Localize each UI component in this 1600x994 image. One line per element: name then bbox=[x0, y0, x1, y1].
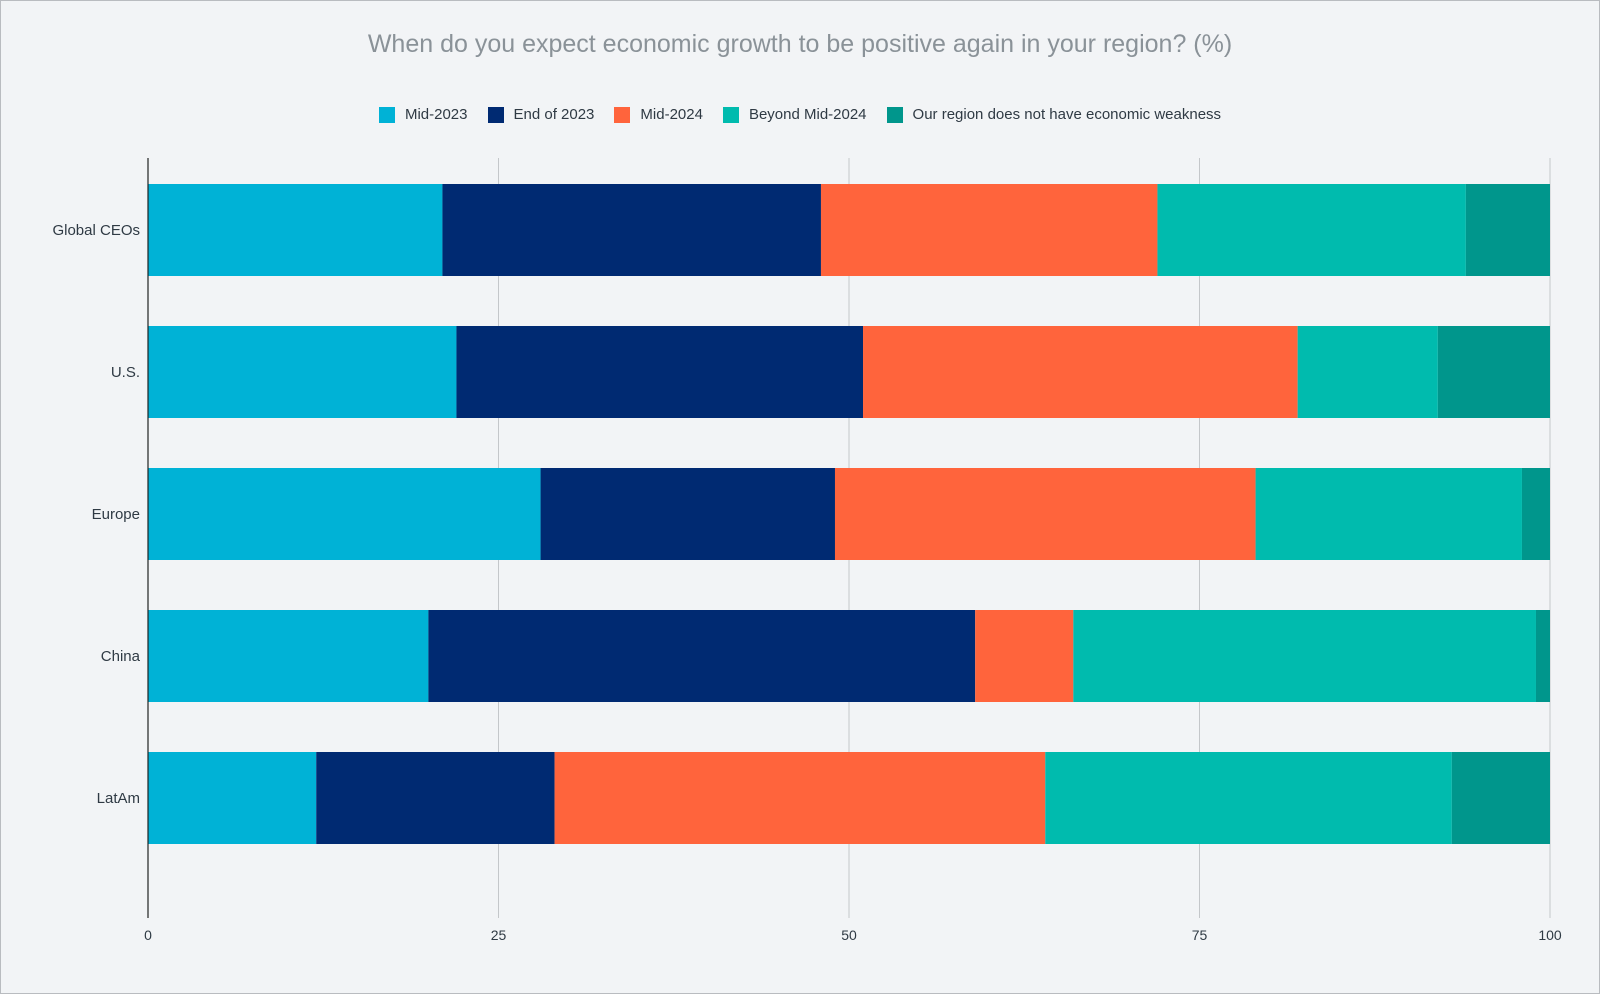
bar-segment-u-s--4[interactable] bbox=[1437, 326, 1550, 418]
bar-segment-europe-3[interactable] bbox=[1255, 468, 1522, 560]
legend-swatch bbox=[614, 106, 631, 123]
bar-segment-latam-1[interactable] bbox=[316, 752, 555, 844]
category-label: U.S. bbox=[111, 364, 140, 381]
bar-segment-global-ceos-1[interactable] bbox=[442, 184, 821, 276]
bar-segment-latam-4[interactable] bbox=[1451, 752, 1550, 844]
x-tick-label: 25 bbox=[491, 927, 507, 943]
legend-swatch bbox=[886, 106, 903, 123]
legend-item-1[interactable]: End of 2023 bbox=[487, 106, 595, 123]
x-tick-label: 100 bbox=[1538, 927, 1562, 943]
legend-swatch bbox=[722, 106, 739, 123]
bar-segment-europe-2[interactable] bbox=[834, 468, 1256, 560]
bar-segment-china-0[interactable] bbox=[148, 610, 429, 702]
legend-item-4[interactable]: Our region does not have economic weakne… bbox=[886, 106, 1222, 123]
x-tick-label: 0 bbox=[144, 927, 152, 943]
legend-swatch bbox=[487, 106, 504, 123]
chart-legend: Mid-2023 End of 2023 Mid-2024 Beyond Mid-20… bbox=[0, 106, 1600, 123]
category-label: Europe bbox=[92, 506, 140, 523]
bar-segment-u-s--1[interactable] bbox=[456, 326, 864, 418]
bar-segment-u-s--2[interactable] bbox=[863, 326, 1298, 418]
bar-segment-china-2[interactable] bbox=[975, 610, 1074, 702]
bar-segment-u-s--0[interactable] bbox=[148, 326, 457, 418]
bar-segment-china-1[interactable] bbox=[428, 610, 976, 702]
bar-segment-u-s--3[interactable] bbox=[1297, 326, 1438, 418]
bar-segment-global-ceos-2[interactable] bbox=[820, 184, 1158, 276]
legend-label: Mid-2024 bbox=[640, 106, 703, 123]
bar-segment-latam-3[interactable] bbox=[1045, 752, 1452, 844]
legend-label: Beyond Mid-2024 bbox=[748, 106, 867, 123]
bar-segment-global-ceos-4[interactable] bbox=[1465, 184, 1550, 276]
legend-label: Our region does not have economic weakne… bbox=[912, 106, 1222, 123]
bar-segment-latam-0[interactable] bbox=[148, 752, 317, 844]
bar-segment-china-4[interactable] bbox=[1535, 610, 1550, 702]
bar-segment-global-ceos-0[interactable] bbox=[148, 184, 443, 276]
legend-item-0[interactable]: Mid-2023 bbox=[378, 106, 468, 123]
legend-label: Mid-2023 bbox=[404, 106, 468, 123]
bar-segment-global-ceos-3[interactable] bbox=[1157, 184, 1466, 276]
x-tick-label: 75 bbox=[1192, 927, 1208, 943]
bar-segment-china-3[interactable] bbox=[1073, 610, 1536, 702]
chart-title: When do you expect economic growth to be… bbox=[367, 30, 1233, 58]
bar-segment-europe-0[interactable] bbox=[148, 468, 541, 560]
bar-segment-europe-4[interactable] bbox=[1521, 468, 1550, 560]
category-label: Global CEOs bbox=[52, 222, 140, 239]
bar-segment-europe-1[interactable] bbox=[540, 468, 835, 560]
bar-segment-latam-2[interactable] bbox=[554, 752, 1046, 844]
legend-item-3[interactable]: Beyond Mid-2024 bbox=[722, 106, 867, 123]
category-label: LatAm bbox=[97, 790, 140, 807]
legend-item-2[interactable]: Mid-2024 bbox=[614, 106, 703, 123]
legend-swatch bbox=[378, 106, 395, 123]
legend-label: End of 2023 bbox=[513, 106, 595, 123]
category-label: China bbox=[101, 648, 141, 665]
x-tick-label: 50 bbox=[841, 927, 857, 943]
